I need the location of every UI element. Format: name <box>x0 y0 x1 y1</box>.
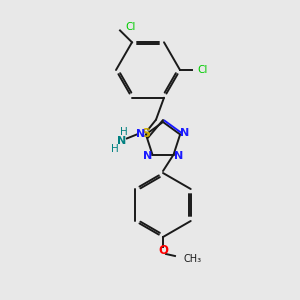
Text: Cl: Cl <box>197 65 207 75</box>
Text: H: H <box>120 128 128 137</box>
Text: O: O <box>158 244 168 257</box>
Text: H: H <box>111 144 119 154</box>
Text: S: S <box>142 127 151 140</box>
Text: N: N <box>181 128 190 138</box>
Text: Cl: Cl <box>125 22 135 32</box>
Text: CH₃: CH₃ <box>183 254 201 264</box>
Text: N: N <box>174 151 183 160</box>
Text: N: N <box>143 151 152 160</box>
Text: N: N <box>117 136 127 146</box>
Text: N: N <box>136 129 146 140</box>
